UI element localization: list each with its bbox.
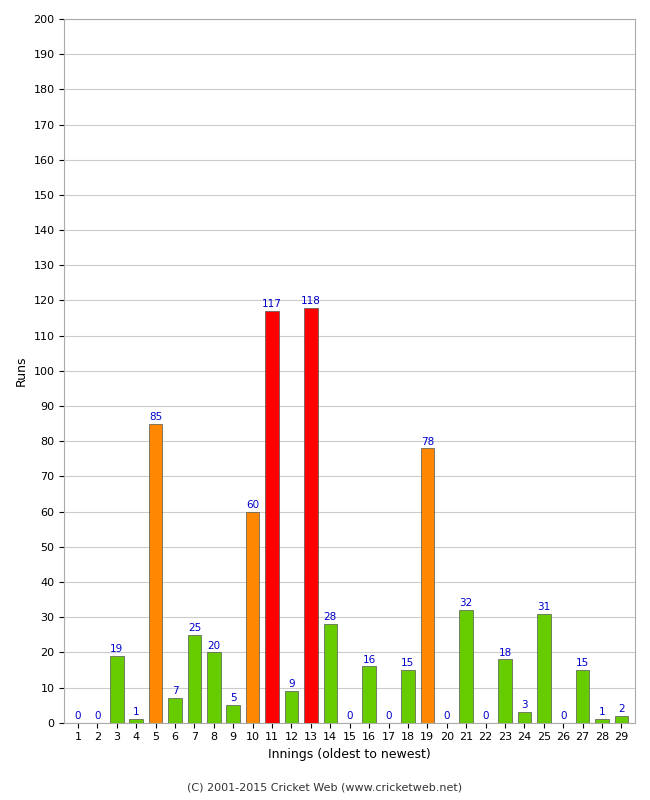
- Text: 32: 32: [460, 598, 473, 608]
- Text: 0: 0: [560, 711, 566, 721]
- Text: 0: 0: [94, 711, 101, 721]
- Text: 15: 15: [401, 658, 415, 668]
- Bar: [595, 719, 609, 722]
- Text: 78: 78: [421, 437, 434, 446]
- Bar: [246, 512, 259, 722]
- Bar: [362, 666, 376, 722]
- Bar: [304, 307, 318, 722]
- Bar: [188, 634, 202, 722]
- Text: 117: 117: [262, 299, 282, 310]
- Bar: [149, 424, 162, 722]
- Text: 1: 1: [599, 707, 605, 718]
- Bar: [498, 659, 512, 722]
- Text: 16: 16: [363, 654, 376, 665]
- Text: 0: 0: [482, 711, 489, 721]
- Bar: [110, 656, 124, 722]
- Text: 7: 7: [172, 686, 178, 696]
- Bar: [324, 624, 337, 722]
- Bar: [576, 670, 590, 722]
- Text: 25: 25: [188, 623, 201, 633]
- Text: 15: 15: [576, 658, 589, 668]
- Bar: [401, 670, 415, 722]
- Bar: [537, 614, 551, 722]
- Text: 0: 0: [346, 711, 353, 721]
- Text: 5: 5: [230, 694, 237, 703]
- Text: 9: 9: [288, 679, 295, 690]
- Bar: [265, 311, 279, 722]
- Text: 0: 0: [385, 711, 392, 721]
- Bar: [129, 719, 143, 722]
- Text: 3: 3: [521, 701, 528, 710]
- Text: 20: 20: [207, 641, 220, 650]
- Bar: [168, 698, 182, 722]
- Text: 19: 19: [111, 644, 124, 654]
- Text: 0: 0: [75, 711, 81, 721]
- Text: (C) 2001-2015 Cricket Web (www.cricketweb.net): (C) 2001-2015 Cricket Web (www.cricketwe…: [187, 782, 463, 792]
- Text: 18: 18: [499, 648, 512, 658]
- Text: 31: 31: [537, 602, 551, 612]
- Bar: [615, 716, 628, 722]
- Text: 1: 1: [133, 707, 140, 718]
- Bar: [226, 705, 240, 722]
- Text: 2: 2: [618, 704, 625, 714]
- Text: 0: 0: [443, 711, 450, 721]
- Text: 118: 118: [301, 296, 321, 306]
- Text: 85: 85: [149, 412, 162, 422]
- Bar: [460, 610, 473, 722]
- X-axis label: Innings (oldest to newest): Innings (oldest to newest): [268, 748, 431, 761]
- Text: 28: 28: [324, 613, 337, 622]
- Bar: [207, 652, 220, 722]
- Text: 60: 60: [246, 500, 259, 510]
- Bar: [517, 712, 531, 722]
- Bar: [421, 448, 434, 722]
- Y-axis label: Runs: Runs: [15, 356, 28, 386]
- Bar: [285, 691, 298, 722]
